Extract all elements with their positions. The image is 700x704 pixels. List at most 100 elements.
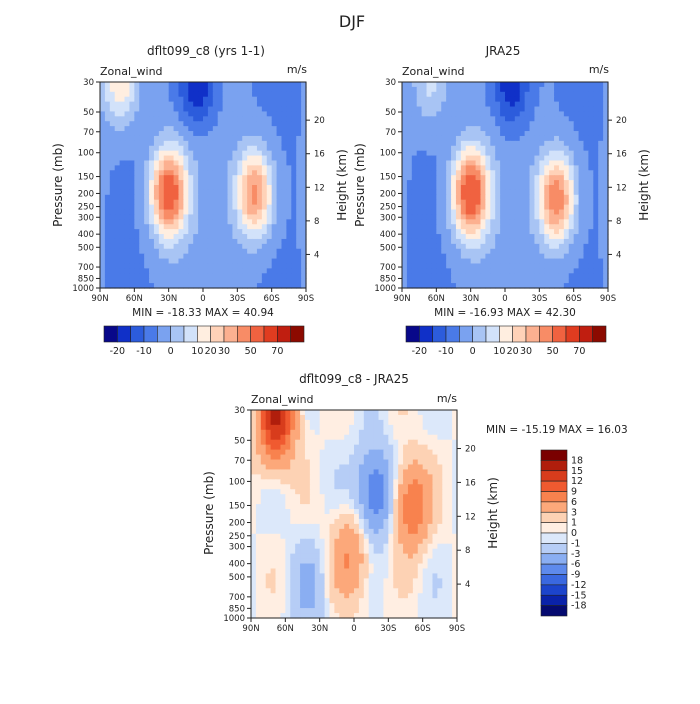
field-cell [285, 445, 291, 451]
field-cell [544, 180, 550, 186]
field-cell [554, 136, 560, 142]
field-cell [354, 489, 360, 495]
field-cell [237, 244, 243, 250]
field-cell [354, 559, 360, 565]
field-cell [461, 146, 467, 152]
field-cell [441, 254, 447, 259]
field-cell [208, 97, 214, 103]
field-cell [139, 268, 145, 274]
field-cell [164, 131, 170, 137]
field-cell [154, 170, 160, 176]
field-cell [510, 141, 516, 147]
field-cell [339, 494, 345, 500]
field-cell [451, 170, 457, 176]
field-cell [198, 180, 204, 186]
field-cell [242, 111, 248, 117]
field-cell [188, 146, 194, 152]
field-cell [569, 249, 575, 255]
field-cell [559, 254, 565, 259]
field-cell [193, 146, 199, 152]
field-cell [120, 131, 126, 137]
field-cell [169, 170, 175, 176]
field-cell [579, 82, 585, 88]
field-cell [242, 102, 248, 108]
field-cell [251, 509, 257, 515]
field-cell [534, 273, 540, 279]
field-cell [261, 430, 267, 436]
field-cell [588, 146, 594, 152]
field-cell [442, 529, 448, 535]
field-cell [447, 504, 453, 510]
field-cell [281, 97, 287, 103]
field-cell [120, 268, 126, 274]
field-cell [432, 514, 438, 520]
field-cell [485, 92, 491, 98]
field-cell [403, 410, 409, 416]
field-cell [544, 234, 550, 240]
field-cell [515, 259, 521, 265]
field-cell [281, 121, 287, 127]
field-cell [549, 244, 555, 250]
field-cell [534, 82, 540, 88]
field-cell [530, 102, 536, 108]
field-cell [383, 425, 389, 431]
field-cell [422, 249, 428, 255]
field-cell [223, 160, 229, 166]
field-cell [383, 494, 389, 500]
field-cell [300, 559, 306, 565]
field-cell [564, 126, 570, 132]
field-cell [437, 534, 443, 540]
field-cell [242, 210, 248, 216]
field-cell [403, 559, 409, 565]
field-cell [436, 107, 442, 113]
field-cell [471, 131, 477, 137]
field-cell [208, 82, 214, 88]
field-cell [242, 259, 248, 265]
field-cell [291, 82, 297, 88]
field-cell [223, 116, 229, 122]
field-cell [510, 229, 516, 235]
field-cell [403, 435, 409, 441]
field-cell [408, 469, 414, 475]
field-cell [115, 249, 121, 255]
field-cell [300, 450, 306, 456]
field-cell [193, 131, 199, 137]
field-cell [437, 529, 443, 535]
field-cell [471, 273, 477, 279]
field-cell [262, 259, 268, 265]
field-cell [593, 195, 599, 201]
field-cell [252, 210, 257, 216]
field-cell [325, 549, 331, 555]
field-cell [237, 151, 243, 157]
field-cell [305, 460, 311, 466]
field-cell [422, 121, 428, 127]
field-cell [223, 234, 229, 240]
pressure-tick-label: 70 [385, 128, 396, 138]
field-cell [476, 214, 482, 220]
field-cell [398, 440, 404, 446]
field-cell [427, 156, 433, 162]
field-cell [456, 151, 462, 157]
field-cell [247, 136, 253, 142]
field-cell [588, 111, 594, 117]
field-cell [388, 479, 394, 485]
field-cell [178, 273, 184, 279]
field-cell [149, 82, 155, 88]
field-cell [149, 97, 155, 103]
field-cell [418, 504, 424, 510]
field-cell [500, 259, 506, 265]
field-cell [139, 205, 145, 211]
field-cell [403, 415, 409, 421]
field-cell [125, 234, 130, 240]
field-cell [296, 195, 302, 201]
field-cell [139, 136, 145, 142]
field-cell [564, 205, 570, 211]
field-cell [579, 92, 585, 98]
field-cell [436, 92, 442, 98]
field-cell [251, 559, 257, 565]
field-cell [593, 116, 599, 122]
field-cell [476, 180, 482, 186]
field-cell [188, 141, 194, 147]
field-cell [164, 210, 170, 216]
field-cell [490, 121, 496, 127]
